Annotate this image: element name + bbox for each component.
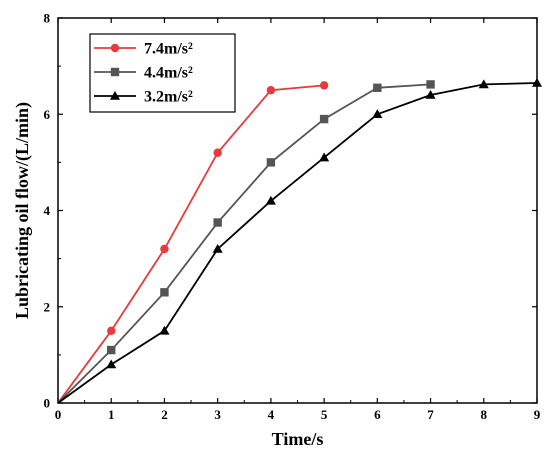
y-axis-title: Lubricating oil flow/(L/min) (12, 102, 33, 319)
series-3 (57, 77, 543, 404)
data-point (160, 244, 169, 254)
x-tick-label: 7 (427, 407, 434, 422)
axis-ticks: 0 1 2 3 4 5 6 7 8 9 0 2 4 6 8 (44, 11, 541, 423)
x-tick-label: 2 (161, 407, 168, 422)
series-layer (57, 77, 543, 404)
data-point (107, 345, 116, 355)
data-point (160, 288, 169, 297)
data-point (213, 218, 222, 227)
data-point (531, 77, 543, 87)
data-point (159, 325, 170, 335)
data-point (266, 158, 276, 167)
data-point (426, 80, 435, 89)
series-line (57, 82, 538, 404)
series-line (57, 84, 325, 404)
data-point (212, 243, 223, 253)
y-tick-label: 0 (44, 396, 51, 411)
data-point (266, 85, 276, 95)
legend-marker (109, 90, 121, 100)
data-point (107, 326, 116, 336)
legend-marker (110, 67, 120, 77)
y-tick-label: 8 (44, 11, 51, 26)
legend-marker (110, 43, 120, 53)
data-point (319, 114, 329, 124)
x-tick-label: 4 (268, 407, 275, 422)
data-point (478, 79, 489, 89)
data-point (265, 195, 276, 205)
series-line (57, 83, 431, 404)
y-tick-label: 4 (44, 203, 51, 218)
x-tick-label: 3 (214, 407, 221, 422)
legend: 7.4m/s² 4.4m/s² 3.2m/s² (89, 33, 236, 113)
data-point (106, 359, 117, 369)
x-tick-label: 6 (374, 407, 381, 422)
y-tick-label: 6 (44, 107, 51, 122)
x-axis-title: Time/s (272, 429, 324, 449)
series-2 (57, 80, 435, 404)
data-point (425, 89, 436, 99)
legend-label: 3.2m/s² (144, 89, 193, 106)
x-tick-label: 0 (55, 407, 62, 422)
legend-label: 4.4m/s² (144, 65, 193, 82)
y-tick-label: 2 (44, 299, 51, 314)
series-1 (57, 81, 329, 404)
x-tick-label: 9 (534, 407, 541, 422)
data-point (319, 81, 329, 90)
legend-label: 7.4m/s² (144, 41, 193, 58)
data-point (319, 152, 330, 162)
x-tick-label: 8 (481, 407, 488, 422)
data-point (372, 109, 383, 119)
data-point (373, 83, 382, 92)
data-point (213, 148, 222, 157)
x-tick-label: 1 (108, 407, 115, 422)
x-tick-label: 5 (321, 407, 328, 422)
